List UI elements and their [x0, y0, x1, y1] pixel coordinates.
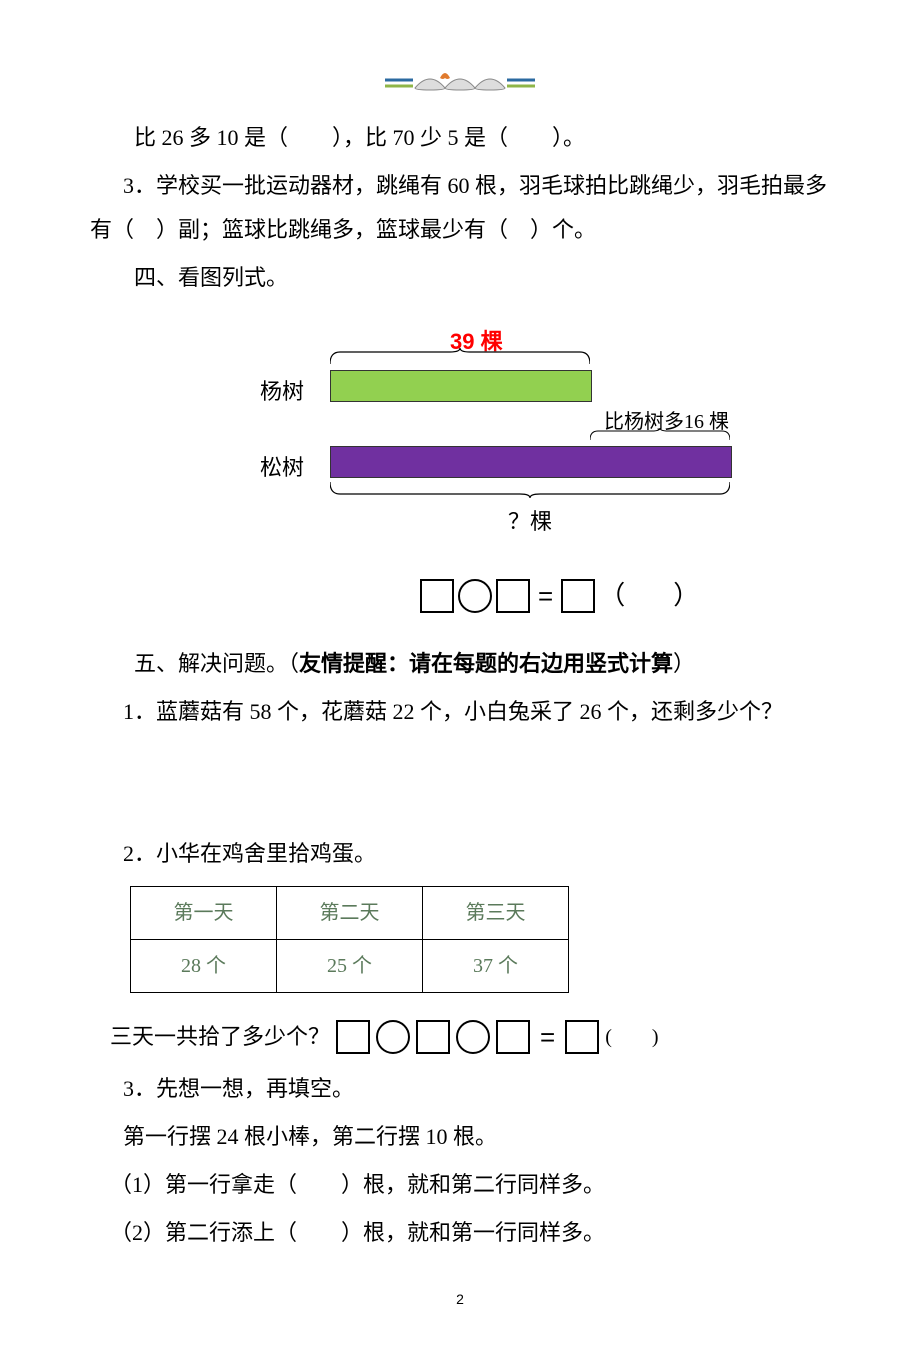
bracket-top-icon [330, 348, 590, 366]
section5-suffix: ） [673, 651, 695, 676]
table-value-cell: 25 个 [277, 940, 423, 993]
equals-sign: = [540, 1011, 555, 1063]
blank-box[interactable] [561, 579, 595, 613]
blank-circle[interactable] [458, 579, 492, 613]
egg-table: 第一天 第二天 第三天 28 个 25 个 37 个 [130, 886, 569, 993]
question-3: 3．学校买一批运动器材，跳绳有 60 根，羽毛球拍比跳绳少，羽毛拍最多有（ ）副… [90, 164, 830, 252]
table-row: 28 个 25 个 37 个 [131, 940, 569, 993]
question-label: ？棵 [508, 500, 552, 544]
paren-close: ） [673, 570, 699, 622]
blank-circle[interactable] [456, 1020, 490, 1054]
table-header-cell: 第三天 [423, 887, 569, 940]
table-value-cell: 37 个 [423, 940, 569, 993]
bar-songshu [330, 446, 732, 478]
q5-2-question-text: 三天一共拾了多少个？ [110, 1015, 330, 1059]
page-number: 2 [90, 1285, 830, 1313]
q5-3-line: 第一行摆 24 根小棒，第二行摆 10 根。 [90, 1115, 830, 1159]
header-logo [90, 60, 830, 96]
book-logo-icon [385, 60, 535, 96]
row-label-yang: 杨树 [260, 370, 304, 414]
blank-box[interactable] [420, 579, 454, 613]
paren-small: ( ) [605, 1017, 658, 1057]
bar-diagram: 39 棵 杨树 比杨树多16 棵 松树 ？棵 [260, 320, 780, 560]
blank-box[interactable] [496, 579, 530, 613]
equals-sign: = [538, 570, 553, 622]
section-5-title: 五、解决问题。（友情提醒：请在每题的右边用竖式计算） [90, 642, 830, 686]
q5-3-sub2: （2）第二行添上（ ）根，就和第一行同样多。 [110, 1211, 830, 1255]
blank-box[interactable] [496, 1020, 530, 1054]
q5-2-intro: 2．小华在鸡舍里拾鸡蛋。 [90, 832, 830, 876]
section5-bold: 友情提醒：请在每题的右边用竖式计算 [299, 651, 673, 676]
q5-1: 1．蓝蘑菇有 58 个，花蘑菇 22 个，小白兔采了 26 个，还剩多少个？ [90, 690, 830, 734]
table-value-cell: 28 个 [131, 940, 277, 993]
equation-row-1: = （ ） [420, 570, 830, 622]
bracket-small-icon [590, 428, 730, 442]
section5-prefix: 五、解决问题。（ [134, 651, 299, 676]
table-header-cell: 第一天 [131, 887, 277, 940]
blank-circle[interactable] [376, 1020, 410, 1054]
blank-box[interactable] [565, 1020, 599, 1054]
row-label-song: 松树 [260, 446, 304, 490]
egg-table-wrapper: 第一天 第二天 第三天 28 个 25 个 37 个 [130, 886, 830, 993]
section-4-title: 四、看图列式。 [90, 256, 830, 300]
blank-box[interactable] [336, 1020, 370, 1054]
table-header-cell: 第二天 [277, 887, 423, 940]
q5-3-sub1: （1）第一行拿走（ ）根，就和第二行同样多。 [110, 1163, 830, 1207]
blank-box[interactable] [416, 1020, 450, 1054]
table-row: 第一天 第二天 第三天 [131, 887, 569, 940]
bracket-bottom-icon [330, 480, 730, 498]
fill-line-1: 比 26 多 10 是（ ），比 70 少 5 是（ ）。 [90, 116, 830, 160]
bar-yangshu [330, 370, 592, 402]
q5-3: 3．先想一想，再填空。 [90, 1067, 830, 1111]
paren-open: （ [599, 570, 625, 622]
q5-2-equation: 三天一共拾了多少个？ = ( ) [110, 1011, 830, 1063]
